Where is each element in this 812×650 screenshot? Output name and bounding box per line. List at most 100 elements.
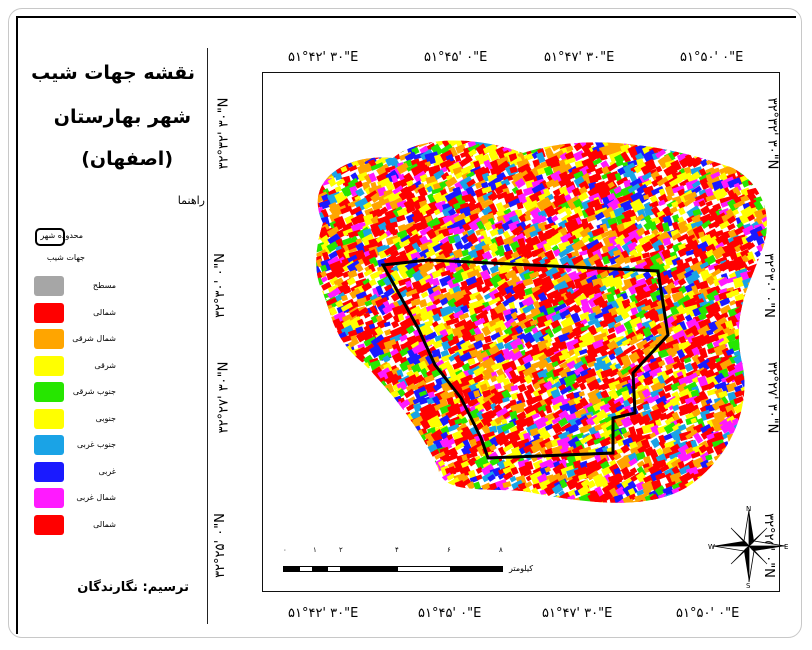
aspect-cell: [775, 383, 780, 395]
aspect-cell: [354, 400, 368, 414]
aspect-cell: [699, 177, 711, 190]
aspect-cell: [383, 244, 398, 256]
aspect-cell: [707, 480, 718, 492]
legend-swatch: [34, 488, 64, 508]
aspect-cell: [775, 217, 780, 226]
aspect-cell: [481, 111, 493, 122]
aspect-cell: [316, 383, 323, 394]
aspect-cell: [537, 111, 548, 124]
aspect-cell: [378, 517, 385, 523]
aspect-cell: [316, 367, 320, 379]
aspect-cell: [419, 226, 433, 237]
aspect-cell: [515, 109, 528, 123]
aspect-cell: [595, 501, 605, 503]
aspect-cell: [376, 145, 386, 154]
aspect-cell: [515, 517, 524, 529]
legend-class-label: جنوب غربی: [76, 440, 116, 449]
aspect-cell: [336, 368, 348, 381]
aspect-cell: [291, 131, 299, 140]
aspect-cell: [404, 435, 417, 447]
aspect-cell: [334, 346, 346, 360]
aspect-cell: [484, 511, 492, 519]
aspect-cell: [742, 224, 756, 237]
aspect-cell: [453, 228, 465, 236]
aspect-cell: [316, 142, 328, 155]
aspect-cell: [693, 145, 706, 158]
aspect-cell: [572, 109, 584, 118]
aspect-cell: [748, 362, 760, 375]
aspect-cell: [316, 492, 322, 503]
aspect-cell: [537, 115, 551, 129]
aspect-cell: [299, 112, 310, 122]
aspect-cell: [683, 108, 698, 122]
aspect-cell: [362, 382, 369, 389]
aspect-cell: [517, 193, 528, 205]
aspect-cell: [439, 482, 451, 495]
aspect-cell: [332, 340, 343, 348]
aspect-cell: [690, 121, 704, 133]
aspect-cell: [711, 129, 723, 138]
north-letter: N: [746, 505, 751, 513]
aspect-cell: [725, 482, 735, 494]
aspect-cell: [641, 240, 654, 253]
aspect-cell: [686, 128, 697, 137]
aspect-cell: [517, 151, 526, 162]
aspect-cell: [728, 249, 739, 261]
aspect-cell: [333, 424, 343, 435]
legend-swatch: [34, 408, 64, 429]
aspect-cell: [306, 250, 314, 258]
aspect-cell: [357, 447, 365, 455]
aspect-cell: [770, 249, 780, 256]
aspect-cell: [384, 416, 397, 427]
aspect-cell: [440, 504, 449, 513]
aspect-cell: [292, 426, 302, 438]
aspect-cell: [586, 238, 600, 250]
aspect-cell: [566, 106, 576, 115]
aspect-cell: [707, 111, 714, 118]
aspect-cell: [724, 473, 734, 482]
aspect-cell: [299, 305, 310, 316]
aspect-cell: [321, 481, 335, 494]
aspect-cell: [333, 349, 347, 361]
aspect-cell: [405, 111, 417, 121]
aspect-cell: [316, 452, 319, 463]
legend-swatch: [34, 435, 64, 455]
aspect-cell: [602, 502, 614, 503]
aspect-cell: [495, 496, 511, 503]
aspect-cell: [321, 313, 330, 323]
aspect-cell: [381, 437, 393, 447]
aspect-cell: [384, 165, 396, 174]
aspect-cell: [340, 140, 356, 142]
aspect-cell: [371, 440, 384, 453]
aspect-cell: [777, 454, 780, 462]
aspect-cell: [727, 147, 739, 159]
aspect-cell: [299, 199, 311, 212]
aspect-cell: [588, 515, 597, 524]
aspect-cell: [531, 140, 542, 141]
aspect-cell: [741, 140, 750, 146]
aspect-cell: [316, 409, 325, 418]
aspect-cell: [398, 187, 413, 201]
coord-bottom-1: ۵۱°۴۲' ۳۰"E: [288, 606, 359, 621]
aspect-cell: [593, 512, 605, 523]
aspect-cell: [697, 487, 707, 495]
aspect-cell: [727, 456, 742, 470]
aspect-cell: [350, 501, 362, 503]
aspect-cell: [760, 332, 767, 341]
aspect-cell: [677, 246, 691, 258]
aspect-cell: [538, 230, 554, 245]
aspect-cell: [733, 182, 742, 192]
aspect-cell: [579, 249, 589, 257]
aspect-cell: [496, 160, 511, 174]
aspect-cell: [502, 507, 514, 518]
aspect-cell: [657, 154, 674, 170]
aspect-cell: [390, 439, 403, 453]
aspect-cell: [761, 457, 767, 469]
aspect-cell: [725, 111, 733, 119]
aspect-cell: [318, 345, 332, 355]
aspect-cell: [316, 249, 328, 259]
aspect-cell: [756, 468, 767, 480]
aspect-cell: [364, 111, 379, 125]
aspect-cell: [707, 470, 722, 482]
scale-tick: ۰: [283, 546, 287, 554]
